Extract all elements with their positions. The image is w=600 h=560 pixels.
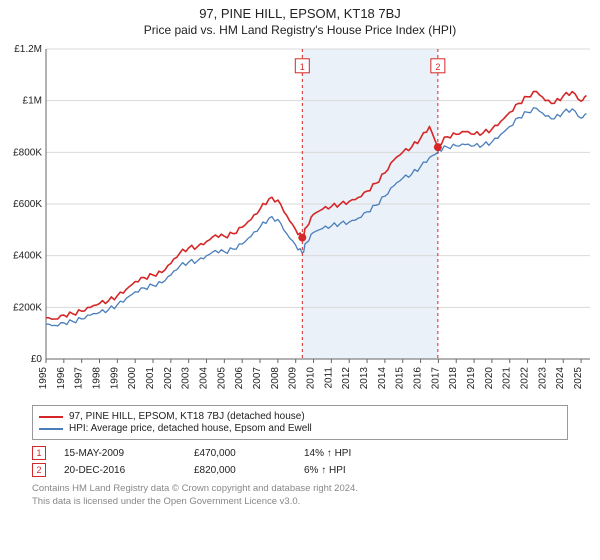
sales-table: 1 15-MAY-2009£470,00014% ↑ HPI 2 20-DEC-201… bbox=[32, 446, 568, 477]
svg-text:2010: 2010 bbox=[306, 367, 317, 390]
svg-text:2024: 2024 bbox=[555, 367, 566, 390]
svg-text:1995: 1995 bbox=[38, 367, 49, 390]
svg-text:2007: 2007 bbox=[252, 367, 263, 390]
legend-item: HPI: Average price, detached house, Epso… bbox=[39, 423, 561, 434]
svg-text:£1.2M: £1.2M bbox=[14, 44, 42, 55]
svg-text:2008: 2008 bbox=[270, 367, 281, 390]
svg-text:1: 1 bbox=[300, 62, 305, 72]
svg-text:2003: 2003 bbox=[181, 367, 192, 390]
svg-text:2019: 2019 bbox=[466, 367, 477, 390]
svg-text:2011: 2011 bbox=[323, 367, 334, 389]
chart-title: 97, PINE HILL, EPSOM, KT18 7BJ bbox=[0, 0, 600, 21]
svg-text:£200K: £200K bbox=[13, 302, 42, 313]
svg-text:2: 2 bbox=[435, 62, 440, 72]
footer: Contains HM Land Registry data © Crown c… bbox=[32, 483, 568, 509]
svg-text:£600K: £600K bbox=[13, 199, 42, 210]
svg-text:1998: 1998 bbox=[92, 367, 103, 390]
svg-text:2014: 2014 bbox=[377, 367, 388, 390]
legend-label: 97, PINE HILL, EPSOM, KT18 7BJ (detached… bbox=[69, 411, 305, 422]
svg-text:2006: 2006 bbox=[234, 367, 245, 390]
sale-marker-box: 2 bbox=[32, 463, 46, 477]
svg-text:2022: 2022 bbox=[520, 367, 531, 390]
svg-text:2012: 2012 bbox=[341, 367, 352, 390]
legend: 97, PINE HILL, EPSOM, KT18 7BJ (detached… bbox=[32, 405, 568, 440]
svg-text:2005: 2005 bbox=[216, 367, 227, 390]
svg-text:2000: 2000 bbox=[127, 367, 138, 390]
svg-text:2020: 2020 bbox=[484, 367, 495, 390]
sale-row: 2 20-DEC-2016£820,0006% ↑ HPI bbox=[32, 463, 568, 477]
svg-text:1999: 1999 bbox=[109, 367, 120, 390]
svg-text:2017: 2017 bbox=[430, 367, 441, 390]
sale-pct: 6% ↑ HPI bbox=[304, 465, 424, 476]
footer-line2: This data is licensed under the Open Gov… bbox=[32, 496, 568, 509]
legend-swatch bbox=[39, 416, 63, 418]
svg-text:£0: £0 bbox=[31, 354, 43, 365]
legend-item: 97, PINE HILL, EPSOM, KT18 7BJ (detached… bbox=[39, 411, 561, 422]
sale-date: 15-MAY-2009 bbox=[64, 448, 194, 459]
sale-marker-box: 1 bbox=[32, 446, 46, 460]
svg-text:2021: 2021 bbox=[502, 367, 513, 390]
svg-text:£400K: £400K bbox=[13, 251, 42, 262]
svg-text:1997: 1997 bbox=[74, 367, 85, 390]
svg-text:2023: 2023 bbox=[537, 367, 548, 390]
chart-area: £0 £200K £400K £600K £800K £1M £1.2M 1995 1996 19… bbox=[0, 41, 600, 401]
svg-text:£800K: £800K bbox=[13, 147, 42, 158]
sale-price: £820,000 bbox=[194, 465, 304, 476]
svg-text:2025: 2025 bbox=[573, 367, 584, 390]
svg-text:2002: 2002 bbox=[163, 367, 174, 390]
chart-container: 97, PINE HILL, EPSOM, KT18 7BJ Price pai… bbox=[0, 0, 600, 560]
chart-svg: £0 £200K £400K £600K £800K £1M £1.2M 1995 1996 19… bbox=[0, 41, 600, 401]
sale-date: 20-DEC-2016 bbox=[64, 465, 194, 476]
svg-text:2001: 2001 bbox=[145, 367, 156, 390]
svg-text:2009: 2009 bbox=[288, 367, 299, 390]
svg-text:2015: 2015 bbox=[395, 367, 406, 390]
sale-pct: 14% ↑ HPI bbox=[304, 448, 424, 459]
svg-text:£1M: £1M bbox=[23, 96, 42, 107]
chart-subtitle: Price paid vs. HM Land Registry's House … bbox=[0, 21, 600, 41]
sale-row: 1 15-MAY-2009£470,00014% ↑ HPI bbox=[32, 446, 568, 460]
svg-text:2018: 2018 bbox=[448, 367, 459, 390]
footer-line1: Contains HM Land Registry data © Crown c… bbox=[32, 483, 568, 496]
svg-text:2004: 2004 bbox=[199, 367, 210, 390]
svg-text:2013: 2013 bbox=[359, 367, 370, 390]
legend-label: HPI: Average price, detached house, Epso… bbox=[69, 423, 312, 434]
svg-text:1996: 1996 bbox=[56, 367, 67, 390]
sale-price: £470,000 bbox=[194, 448, 304, 459]
svg-text:2016: 2016 bbox=[413, 367, 424, 390]
legend-swatch bbox=[39, 428, 63, 430]
